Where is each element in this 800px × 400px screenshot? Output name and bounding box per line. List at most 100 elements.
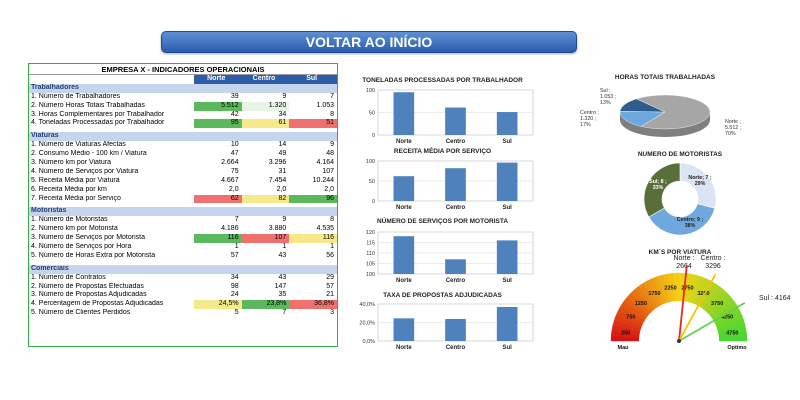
col-sul: Sul	[289, 75, 338, 84]
bar-centro	[445, 168, 466, 201]
cell-value: 7.454	[268, 176, 287, 184]
cell-value: 147	[274, 282, 287, 290]
gauge-tick-label: 1750	[648, 291, 660, 297]
bar-sul	[496, 112, 518, 135]
y-tick-label: 50	[369, 111, 375, 117]
gauge-tick-label: 750	[626, 314, 635, 320]
row-label: 4. Toneladas Processadas por Trabalhador	[31, 119, 165, 127]
y-tick-label: 100	[366, 88, 375, 94]
table-row: 1. Número de Motoristas 7 9 8	[29, 216, 337, 225]
col-norte: Norte	[193, 75, 242, 84]
gauge-needle	[678, 273, 717, 342]
bar-sul	[496, 162, 518, 201]
row-label: 5. Receita Média por Viatura	[31, 176, 120, 184]
cell-value: 9	[282, 92, 287, 100]
gauge-pivot	[677, 339, 681, 343]
row-label: 1. Número de Motoristas	[31, 216, 108, 224]
needle-label: Norte :	[673, 255, 694, 262]
gauge-tick-label: 3250	[697, 291, 709, 297]
cell-value: 82	[241, 194, 290, 204]
row-label: 4. Número de Serviços por Hora	[31, 243, 132, 251]
table-row: 3. Número km por Viatura 2.664 3.296 4.164	[29, 159, 337, 168]
pie-label: 1.320 ;	[580, 116, 596, 122]
bar-centro	[445, 318, 466, 341]
x-tick-label: Norte	[396, 278, 412, 284]
indicators-table: EMPRESA X - INDICADORES OPERACIONAIS Nor…	[28, 63, 338, 347]
table-row: 2. Número Horas Totais Trabalhadas 5.512 1…	[29, 101, 337, 111]
cell-value: 9	[282, 216, 287, 224]
bar-centro	[445, 259, 466, 274]
section-header: Trabalhadores	[29, 83, 337, 93]
chart-title: TAXA DE PROPOSTAS ADJUDICADAS	[383, 292, 502, 299]
bar-centro	[445, 107, 466, 135]
back-to-start-button[interactable]: VOLTAR AO INÍCIO	[161, 31, 577, 53]
row-label: 7. Receita Média por Serviço	[31, 194, 121, 202]
table-row: 2. Consumo Médio - 100 km / Viatura 47 49 4…	[29, 150, 337, 159]
gauge-tick-label: 2250	[664, 286, 676, 292]
cell-value: 95	[193, 119, 242, 129]
donut-label: Sul; 8 ;	[649, 179, 667, 185]
gauge-low-label: Mau	[618, 345, 629, 351]
cell-value: 47	[230, 150, 239, 158]
gauge-high-label: Optimo	[727, 345, 747, 351]
cell-value: 10	[230, 141, 239, 149]
cell-value: 7	[330, 92, 335, 100]
row-label: 2. Número Horas Totais Trabalhadas	[31, 101, 145, 109]
y-tick-label: 0	[372, 133, 375, 139]
pie-slice	[619, 98, 666, 113]
bar-norte	[393, 318, 415, 341]
cell-value: 48	[326, 150, 335, 158]
x-tick-label: Centro	[446, 205, 466, 211]
row-label: 1. Número de Trabalhadores	[31, 92, 121, 100]
cell-value: 1	[234, 243, 239, 251]
cell-value: 98	[230, 282, 239, 290]
cell-value: 107	[241, 234, 290, 244]
cell-value: 4.186	[221, 225, 239, 233]
row-label: 1. Número de Viaturas Afectas	[31, 141, 126, 149]
gauge-needle	[678, 302, 746, 342]
gauge-tick-label: 1250	[635, 301, 647, 307]
donut-slice	[648, 203, 716, 236]
cell-value: 2.664	[221, 159, 239, 167]
section-name: Motoristas	[31, 207, 67, 215]
pie-label: 17%	[580, 122, 591, 128]
cell-value: 21	[326, 291, 335, 299]
table-row: 4. Percentagem de Propostas Adjudicadas 2…	[29, 300, 338, 310]
table-row: 4. Número de Serviços por Hora 1 1 1	[29, 243, 337, 252]
section-name: Viaturas	[31, 132, 59, 140]
x-tick-label: Sul	[502, 278, 512, 284]
table-row: 2. Número km por Motorista 4.186 3.880 4.53…	[29, 225, 337, 234]
row-label: 5. Número de Clientes Perdidos	[31, 309, 131, 317]
donut-label: Centro; 9 ;	[677, 217, 704, 223]
needle-value: 2664	[676, 263, 692, 270]
cell-value: 7	[234, 216, 239, 224]
y-tick-label: 0	[372, 199, 375, 205]
pie-label: 5.512 ;	[725, 125, 741, 131]
cell-value: 2,0	[228, 185, 239, 193]
cell-value: 1	[282, 243, 287, 251]
y-tick-label: 105	[366, 262, 375, 268]
cell-value: 36,8%	[289, 300, 338, 310]
donut-label: 38%	[685, 223, 696, 229]
row-label: 3. Número de Serviços por Motorista	[31, 234, 145, 242]
cell-value: 1.320	[241, 101, 290, 111]
pie-label: 70%	[725, 131, 736, 137]
cell-value: 116	[193, 234, 242, 244]
gauge-tick-label: 250	[621, 331, 630, 337]
pie-label: Centro ;	[580, 110, 599, 116]
x-tick-label: Centro	[446, 278, 466, 284]
cell-value: 1.053	[316, 101, 335, 109]
y-tick-label: 100	[366, 272, 375, 278]
x-tick-label: Norte	[396, 345, 412, 351]
cell-value: 57	[326, 282, 335, 290]
pie-label: Sul ;	[600, 88, 611, 94]
x-tick-label: Centro	[446, 345, 466, 351]
row-label: 4. Número de Serviços por Viatura	[31, 167, 139, 175]
gauge-tick-label: 3750	[711, 301, 723, 307]
gauge-tick-label: 4250	[721, 314, 733, 320]
y-tick-label: 0,0%	[362, 339, 375, 345]
needle-label: Sul : 4164	[759, 295, 791, 302]
bar-chart-receita: RECEITA MÉDIA POR SERVIÇO 0 50 100 Norte Cen…	[345, 143, 540, 218]
cell-value: 4.164	[316, 159, 335, 167]
table-row: 3. Número de Propostas Adjudicadas 24 35 21	[29, 291, 337, 300]
